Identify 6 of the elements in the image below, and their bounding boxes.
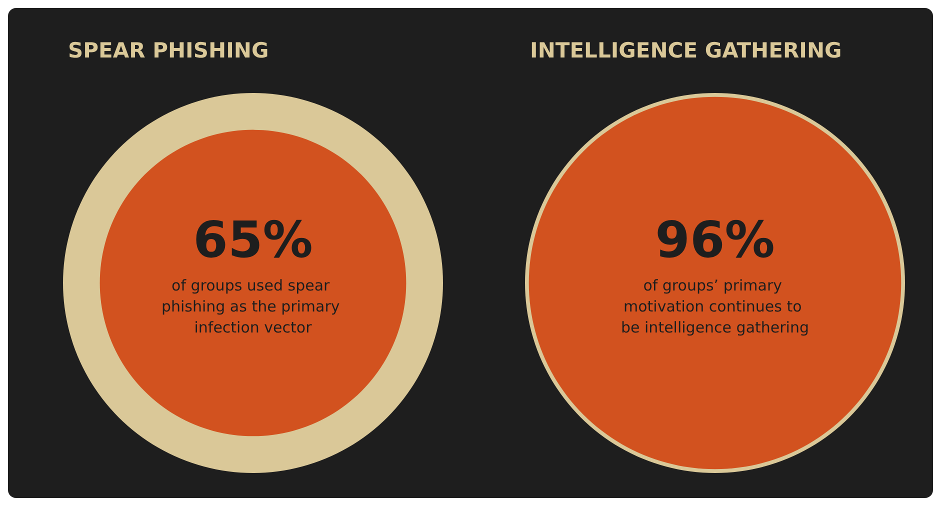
- text: of groups used spear phishing as the primary infection vector: [161, 276, 345, 336]
- data-label: 65%: [193, 211, 313, 269]
- data-label: 96%: [655, 211, 775, 269]
- text: INTELLIGENCE GATHERING: [530, 38, 842, 62]
- text: SPEAR PHISHING: [68, 38, 269, 62]
- text: of groups’ primary motivation continues to be intelligence gathering: [621, 276, 809, 336]
